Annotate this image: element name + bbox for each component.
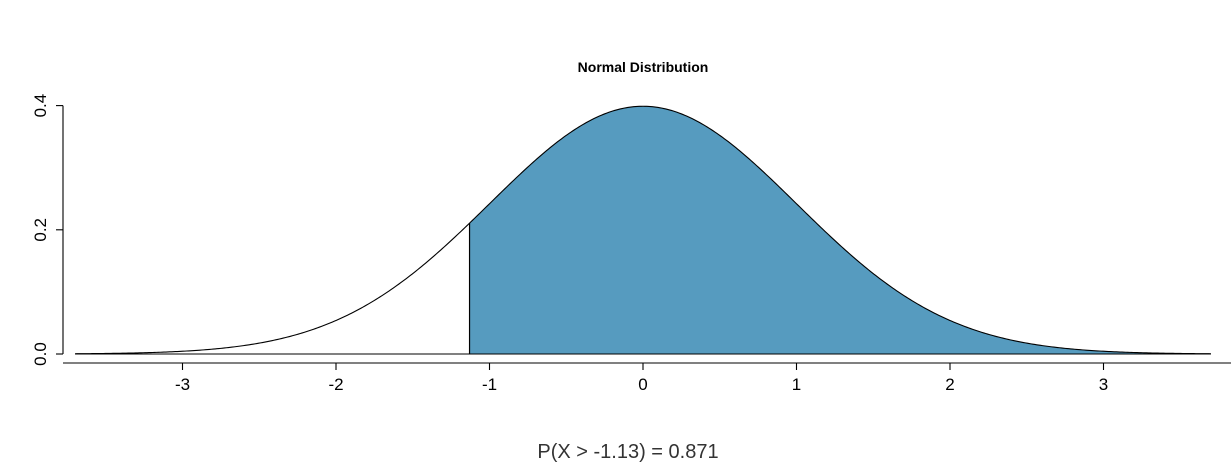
y-axis: 0.0 0.2 0.4 [31, 94, 64, 366]
y-tick-label: 0.4 [31, 94, 50, 118]
x-tick-label: 2 [945, 375, 954, 394]
y-tick-label: 0.2 [31, 218, 50, 242]
x-tick-label: -1 [482, 375, 497, 394]
x-tick-label: -3 [175, 375, 190, 394]
shaded-area [469, 106, 1211, 354]
chart-title: Normal Distribution [578, 59, 709, 75]
x-tick-label: 0 [638, 375, 647, 394]
x-tick-label: 3 [1099, 375, 1108, 394]
x-tick-label: -2 [328, 375, 343, 394]
x-tick-label: 1 [792, 375, 801, 394]
x-axis: -3 -2 -1 0 1 2 3 [63, 362, 1231, 394]
density-curve [75, 105, 1211, 355]
y-tick-label: 0.0 [31, 342, 50, 366]
probability-caption: P(X > -1.13) = 0.871 [537, 441, 718, 463]
plot-area [75, 105, 1211, 355]
